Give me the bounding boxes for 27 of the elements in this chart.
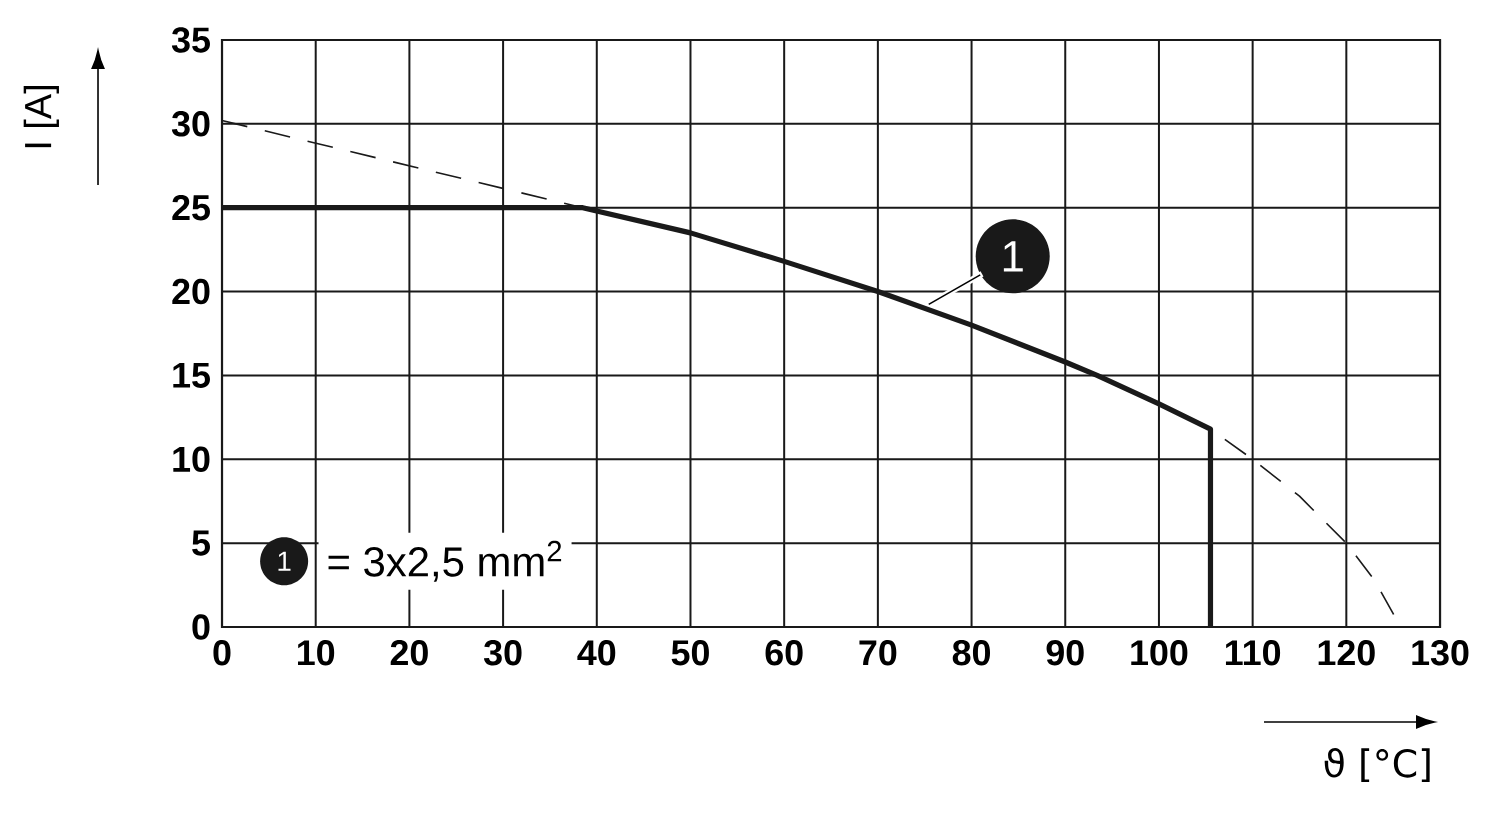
x-tick-label: 40 (577, 640, 616, 666)
x-tick-label: 100 (1131, 640, 1188, 666)
annotation: 1 (278, 551, 291, 571)
x-tick-label: 20 (390, 640, 428, 666)
x-tick-label: 70 (859, 640, 897, 666)
y-axis-title: I [A] (23, 86, 59, 148)
y-tick-label: 30 (171, 111, 210, 137)
y-tick-label: 0 (192, 614, 210, 640)
x-tick-label: 30 (483, 640, 522, 666)
x-axis-title: ϑ [°C] (1324, 748, 1430, 783)
x-tick-label: 110 (1225, 640, 1281, 666)
annotation: = 3x2,5 mm$^{2}$ (328, 540, 562, 582)
y-tick-label: 25 (172, 195, 210, 221)
y-tick-label: 15 (173, 362, 210, 388)
x-tick-label: 0 (213, 640, 231, 666)
y-tick-label: 20 (172, 278, 210, 305)
x-tick-label: 120 (1318, 640, 1375, 666)
x-tick-label: 90 (1046, 640, 1084, 666)
x-tick-label: 10 (298, 640, 335, 666)
y-tick-label: 35 (171, 27, 210, 53)
y-tick-label: 10 (173, 446, 210, 472)
x-tick-label: 80 (952, 640, 991, 666)
y-tick-label: 5 (192, 530, 210, 556)
x-tick-label: 50 (671, 640, 709, 666)
x-tick-label: 60 (765, 640, 803, 666)
annotation: 1 (1003, 241, 1023, 272)
x-tick-label: 130 (1412, 640, 1469, 666)
